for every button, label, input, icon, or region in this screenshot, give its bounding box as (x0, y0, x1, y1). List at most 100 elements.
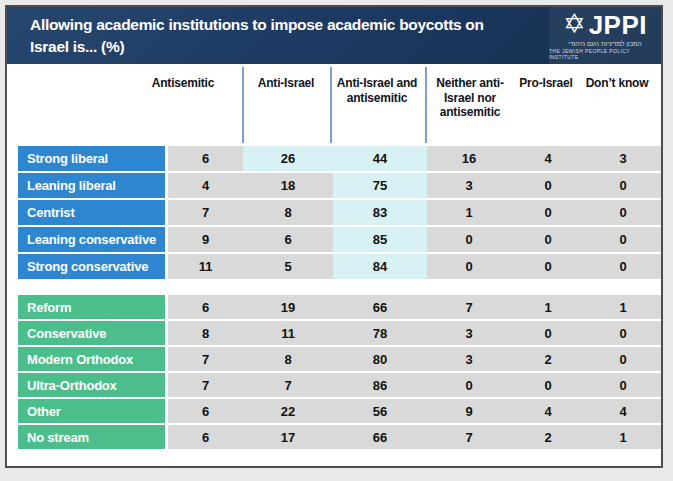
value-cell: 0 (585, 227, 661, 252)
row-label: Leaning conservative (18, 227, 165, 252)
value-cell: 0 (585, 321, 661, 345)
row-label: Centrist (18, 200, 165, 225)
value-cell: 0 (511, 254, 585, 279)
value-cell: 0 (511, 200, 585, 225)
row-label: Modern Orthodox (18, 347, 165, 371)
value-cell: 75 (333, 173, 427, 198)
column-header-5: Pro-Israel (506, 76, 586, 91)
value-cell: 0 (511, 321, 585, 345)
row-label: Ultra-Orthodox (18, 373, 165, 397)
value-cell: 0 (585, 347, 661, 371)
value-cell: 7 (427, 295, 511, 319)
row-label: Other (18, 399, 165, 423)
value-cell: 7 (243, 373, 333, 397)
value-cell: 3 (427, 173, 511, 198)
value-cell: 1 (427, 200, 511, 225)
report-figure-frame: Allowing academic institutions to impose… (5, 5, 663, 468)
value-cell: 0 (585, 254, 661, 279)
value-cell: 9 (168, 227, 243, 252)
value-cell: 4 (511, 146, 585, 171)
table-row: Reform61966711 (18, 295, 661, 319)
value-cell: 0 (585, 373, 661, 397)
value-cell: 3 (427, 321, 511, 345)
figure-title: Allowing academic institutions to impose… (30, 14, 484, 58)
value-cell: 17 (243, 425, 333, 449)
value-cell: 80 (333, 347, 427, 371)
value-cell: 84 (333, 254, 427, 279)
value-cell: 6 (168, 146, 243, 171)
value-cell: 56 (333, 399, 427, 423)
row-label: Reform (18, 295, 165, 319)
column-header-1: Antisemitic (133, 76, 233, 91)
value-cell: 4 (168, 173, 243, 198)
column-header-6: Don’t know (577, 76, 657, 91)
value-cell: 26 (243, 146, 333, 171)
table-row: Centrist7883100 (18, 200, 661, 225)
column-header-3: Anti-Israel and antisemitic (327, 76, 427, 105)
column-header-row: AntisemiticAnti-IsraelAnti-Israel and an… (7, 64, 661, 146)
value-cell: 0 (427, 254, 511, 279)
value-cell: 4 (585, 399, 661, 423)
value-cell: 11 (243, 321, 333, 345)
jppi-hebrew-name: המכון למדיניות העם היהודי (568, 40, 641, 47)
value-cell: 7 (168, 200, 243, 225)
row-label: Strong conservative (18, 254, 165, 279)
table-row: Ultra-Orthodox7786000 (18, 373, 661, 397)
row-label: No stream (18, 425, 165, 449)
value-cell: 2 (511, 347, 585, 371)
value-cell: 6 (168, 399, 243, 423)
value-cell: 83 (333, 200, 427, 225)
figure-title-line1: Allowing academic institutions to impose… (30, 14, 484, 36)
value-cell: 19 (243, 295, 333, 319)
value-cell: 0 (585, 200, 661, 225)
value-cell: 8 (243, 200, 333, 225)
value-cell: 85 (333, 227, 427, 252)
value-cell: 5 (243, 254, 333, 279)
row-label: Leaning liberal (18, 173, 165, 198)
value-cell: 0 (427, 227, 511, 252)
header-divider-3 (425, 67, 427, 143)
value-cell: 7 (168, 373, 243, 397)
value-cell: 8 (168, 321, 243, 345)
value-cell: 0 (585, 173, 661, 198)
row-label: Conservative (18, 321, 165, 345)
value-cell: 1 (585, 295, 661, 319)
value-cell: 44 (333, 146, 427, 171)
group-green: Reform61966711Conservative81178300Modern… (18, 295, 661, 449)
value-cell: 4 (511, 399, 585, 423)
value-cell: 0 (511, 227, 585, 252)
value-cell: 2 (511, 425, 585, 449)
value-cell: 16 (427, 146, 511, 171)
value-cell: 66 (333, 295, 427, 319)
table-row: Strong conservative11584000 (18, 254, 661, 279)
table-row: Leaning liberal41875300 (18, 173, 661, 198)
value-cell: 78 (333, 321, 427, 345)
table-row: Leaning conservative9685000 (18, 227, 661, 252)
group-blue: Strong liberal626441643Leaning liberal41… (18, 146, 661, 279)
value-cell: 22 (243, 399, 333, 423)
figure-title-line2: Israel is... (%) (30, 36, 484, 58)
value-cell: 6 (168, 425, 243, 449)
value-cell: 9 (427, 399, 511, 423)
value-cell: 3 (585, 146, 661, 171)
value-cell: 86 (333, 373, 427, 397)
value-cell: 1 (585, 425, 661, 449)
jppi-logo-row: ✡ JPPI (563, 11, 647, 38)
value-cell: 7 (427, 425, 511, 449)
header-divider-2 (330, 67, 332, 143)
value-cell: 0 (511, 373, 585, 397)
header-divider-1 (242, 67, 244, 143)
figure-title-bar: Allowing academic institutions to impose… (7, 7, 661, 64)
data-table-body: Strong liberal626441643Leaning liberal41… (18, 146, 661, 449)
table-row: No stream61766721 (18, 425, 661, 449)
value-cell: 11 (168, 254, 243, 279)
column-header-2: Anti-Israel (236, 76, 336, 91)
table-row: Strong liberal626441643 (18, 146, 661, 171)
row-label: Strong liberal (18, 146, 165, 171)
value-cell: 8 (243, 347, 333, 371)
value-cell: 1 (511, 295, 585, 319)
jppi-logo: ✡ JPPI המכון למדיניות העם היהודי THE JEW… (549, 7, 661, 64)
value-cell: 6 (168, 295, 243, 319)
value-cell: 18 (243, 173, 333, 198)
table-row: Conservative81178300 (18, 321, 661, 345)
